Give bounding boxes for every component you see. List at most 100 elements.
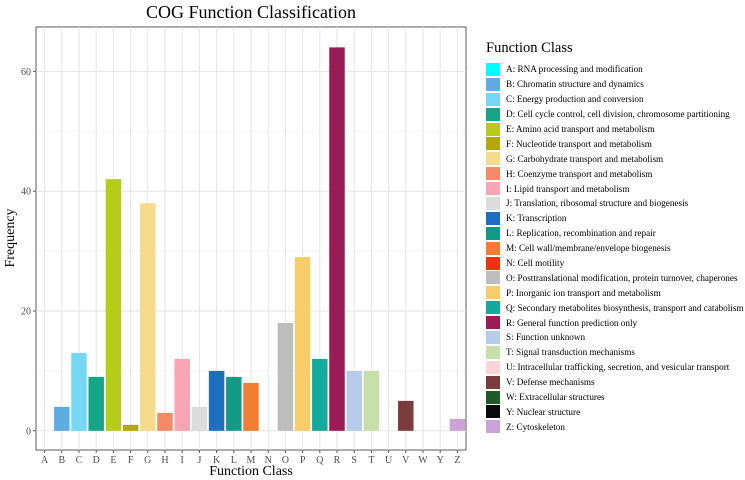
x-tick-label: T <box>368 455 374 466</box>
legend-item: Z: Cytoskeleton <box>484 419 742 434</box>
legend-item: S: Function unknown <box>484 330 742 345</box>
legend-item: H: Coenzyme transport and metabolism <box>484 166 742 181</box>
legend-label: M: Cell wall/membrane/envelope biogenesi… <box>506 243 671 254</box>
legend-item: Q: Secondary metabolites biosynthesis, t… <box>484 300 744 315</box>
legend-label: L: Replication, recombination and repair <box>506 228 656 239</box>
legend-item: V: Defense mechanisms <box>484 375 742 390</box>
legend-label: K: Transcription <box>506 213 567 224</box>
legend-item: G: Carbohydrate transport and metabolism <box>484 151 742 166</box>
bar-t <box>363 370 380 431</box>
x-tick-label: U <box>385 455 393 466</box>
x-tick-label: P <box>300 455 306 466</box>
legend-label: G: Carbohydrate transport and metabolism <box>506 153 664 164</box>
x-tick-label: J <box>197 455 201 466</box>
legend-key <box>486 167 500 181</box>
bar-m <box>243 382 259 431</box>
x-tick-label: Z <box>454 455 460 466</box>
x-tick-label: Y <box>437 455 444 466</box>
legend-label: R: General function prediction only <box>506 317 638 328</box>
y-tick-label: 0 <box>26 426 31 437</box>
legend-label: J: Translation, ribosomal structure and … <box>506 198 689 209</box>
y-tick-label: 40 <box>21 187 31 198</box>
bar-k <box>208 370 225 431</box>
legend-item: O: Posttranslational modification, prote… <box>484 270 742 285</box>
legend-label: U: Intracellular trafficking, secretion,… <box>506 362 730 373</box>
legend-title: Function Class <box>486 40 573 56</box>
legend-label: W: Extracellular structures <box>506 392 605 403</box>
x-tick-label: I <box>181 455 184 466</box>
legend-key <box>486 420 500 434</box>
x-tick-label: V <box>402 455 410 466</box>
x-tick-label: S <box>351 455 357 466</box>
x-tick-label: K <box>213 455 221 466</box>
legend-item: L: Replication, recombination and repair <box>484 226 742 241</box>
legend-label: P: Inorganic ion transport and metabolis… <box>506 287 661 298</box>
legend-label: Q: Secondary metabolites biosynthesis, t… <box>506 302 744 313</box>
x-tick-label: L <box>231 455 237 466</box>
legend-label: A: RNA processing and modification <box>506 64 643 75</box>
bar-l <box>226 376 242 431</box>
legend-key <box>486 390 500 404</box>
legend-key <box>486 256 500 270</box>
bar-g <box>140 203 156 431</box>
x-tick-label: C <box>76 455 83 466</box>
bar-f <box>122 424 139 431</box>
x-tick-label: D <box>93 455 100 466</box>
x-tick-label: A <box>41 455 49 466</box>
bar-v <box>398 400 414 431</box>
legend-label: D: Cell cycle control, cell division, ch… <box>506 109 730 120</box>
bar-h <box>157 412 173 431</box>
x-tick-label: F <box>128 455 134 466</box>
bar-e <box>105 179 122 431</box>
legend-item: K: Transcription <box>484 211 742 226</box>
x-tick-label: Q <box>316 455 324 466</box>
legend: Function Class A: RNA processing and mod… <box>484 40 744 434</box>
legend-label: B: Chromatin structure and dynamics <box>506 79 644 90</box>
y-axis-title: Frequency <box>3 208 18 267</box>
legend-label: E: Amino acid transport and metabolism <box>506 124 655 134</box>
legend-key <box>486 196 500 210</box>
bar-p <box>294 257 311 431</box>
x-tick-label: G <box>144 455 151 466</box>
bar-q <box>312 358 328 431</box>
legend-key <box>486 375 500 389</box>
legend-item: B: Chromatin structure and dynamics <box>484 77 742 92</box>
legend-label: T: Signal transduction mechanisms <box>506 347 635 358</box>
legend-label: V: Defense mechanisms <box>506 377 595 388</box>
x-tick-label: H <box>161 455 168 466</box>
bar-r <box>329 47 345 431</box>
legend-item: D: Cell cycle control, cell division, ch… <box>484 107 742 122</box>
legend-item: F: Nucleotide transport and metabolism <box>484 136 742 151</box>
x-tick-label: B <box>58 455 65 466</box>
legend-label: H: Coenzyme transport and metabolism <box>506 168 653 179</box>
y-tick-label: 20 <box>21 306 31 317</box>
legend-label: S: Function unknown <box>506 332 586 343</box>
legend-label: Y: Nuclear structure <box>506 406 581 417</box>
legend-key <box>486 77 500 91</box>
legend-item: R: General function prediction only <box>484 315 742 330</box>
legend-key <box>486 271 500 285</box>
legend-key <box>486 62 500 76</box>
bar-j <box>191 406 208 431</box>
x-tick-label: N <box>265 455 272 466</box>
bar-d <box>88 376 104 431</box>
x-tick-label: E <box>110 455 116 466</box>
legend-item: W: Extracellular structures <box>484 390 742 405</box>
legend-key <box>486 405 500 419</box>
x-axis-title: Function Class <box>209 464 293 479</box>
bar-s <box>346 370 362 431</box>
bar-c <box>71 352 87 431</box>
legend-label: O: Posttranslational modification, prote… <box>506 272 738 283</box>
legend-item: A: RNA processing and modification <box>484 62 742 77</box>
legend-item: C: Energy production and conversion <box>484 92 742 107</box>
legend-item: U: Intracellular trafficking, secretion,… <box>484 360 742 375</box>
legend-item: I: Lipid transport and metabolism <box>484 181 742 196</box>
legend-label: N: Cell motility <box>506 258 565 269</box>
legend-key <box>486 286 500 300</box>
legend-key <box>486 330 500 344</box>
x-tick-label: O <box>282 455 289 466</box>
legend-label: I: Lipid transport and metabolism <box>506 183 630 194</box>
legend-key <box>486 137 500 151</box>
legend-key <box>486 316 500 330</box>
